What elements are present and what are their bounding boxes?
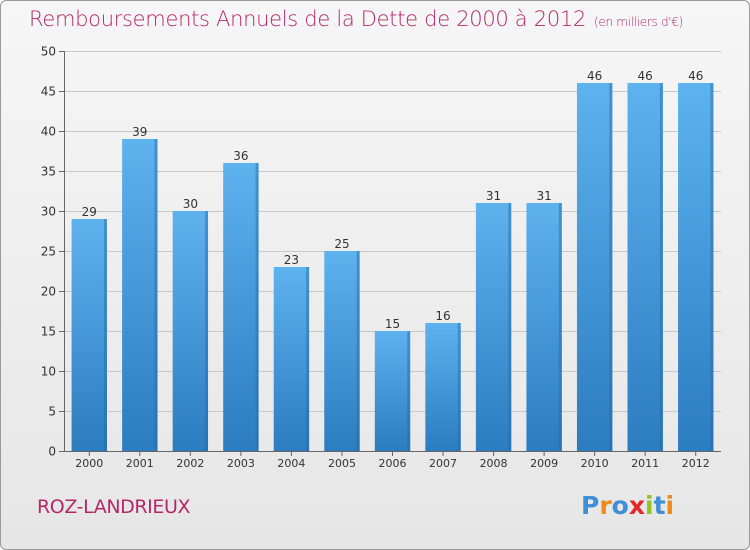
y-tick-label: 10 [41, 365, 56, 379]
bar-value-label: 46 [688, 69, 703, 83]
x-tick-label: 2009 [530, 457, 558, 470]
bar-value-label: 31 [536, 189, 551, 203]
x-tick-label: 2007 [429, 457, 457, 470]
bar [627, 83, 663, 451]
bar-shade [255, 163, 259, 451]
proxiti-logo[interactable]: Proxiti [581, 491, 674, 520]
x-tick-label: 2002 [176, 457, 204, 470]
logo-letter: P [581, 491, 600, 520]
axes [59, 51, 721, 456]
x-tick-label: 2008 [480, 457, 508, 470]
bar-shade [407, 331, 411, 451]
bar-value-label: 15 [385, 317, 400, 331]
bar-shade [103, 219, 107, 451]
bar [71, 219, 107, 451]
bar-shade [609, 83, 613, 451]
x-tick-label: 2010 [581, 457, 609, 470]
logo-letter: i [645, 491, 654, 520]
bar-shade [659, 83, 663, 451]
y-tick-label: 35 [41, 165, 56, 179]
bar-shade [457, 323, 461, 451]
bar-shade [306, 267, 310, 451]
y-tick-label: 45 [41, 85, 56, 99]
chart-unit: (en milliers d'€) [594, 15, 684, 29]
y-tick-label: 40 [41, 125, 56, 139]
bar-value-label: 31 [486, 189, 501, 203]
bar-shade [558, 203, 562, 451]
x-tick-label: 2005 [328, 457, 356, 470]
bar-value-label: 30 [183, 197, 198, 211]
bar-value-label: 25 [334, 237, 349, 251]
bar-shade [205, 211, 209, 451]
y-tick-label: 0 [48, 445, 56, 459]
x-tick-label: 2004 [277, 457, 305, 470]
bar-value-label: 39 [132, 125, 147, 139]
bar [324, 251, 360, 451]
city-name: ROZ-LANDRIEUX [37, 496, 191, 518]
bar [425, 323, 461, 451]
logo-letter: r [599, 491, 612, 520]
logo-letter: i [665, 491, 675, 520]
bar [172, 211, 209, 451]
bar-value-label: 46 [587, 69, 602, 83]
bar-value-label: 29 [82, 205, 97, 219]
bar [374, 331, 411, 451]
x-tick-label: 2011 [631, 457, 659, 470]
bar [678, 83, 714, 451]
chart-title: Remboursements Annuels de la Dette de 20… [29, 7, 683, 31]
bar-shade [356, 251, 360, 451]
y-tick-label: 15 [41, 325, 56, 339]
bar [526, 203, 562, 451]
bar-value-label: 23 [284, 253, 299, 267]
x-tick-label: 2006 [379, 457, 407, 470]
x-tick-label: 2000 [75, 457, 103, 470]
chart-title-text: Remboursements Annuels de la Dette de 20… [29, 7, 586, 31]
y-tick-label: 25 [41, 245, 56, 259]
bar-value-label: 36 [233, 149, 248, 163]
labels: 0 5 10 15 20 25 30 35 40 45 50 29 2000 39 2001 30 2002 36… [41, 45, 710, 471]
bar [273, 267, 310, 451]
bar-value-label: 16 [435, 309, 450, 323]
logo-letter: o [611, 491, 629, 520]
x-tick-label: 2003 [227, 457, 255, 470]
bar-shade [710, 83, 714, 451]
bar [223, 163, 259, 451]
bar [122, 139, 158, 451]
bar-shade [154, 139, 158, 451]
y-tick-label: 50 [41, 45, 56, 59]
y-tick-label: 30 [41, 205, 56, 219]
bar-shade [508, 203, 512, 451]
x-tick-label: 2012 [682, 457, 710, 470]
bar [576, 83, 613, 451]
y-tick-label: 20 [41, 285, 56, 299]
bars [71, 83, 714, 451]
x-tick-label: 2001 [126, 457, 154, 470]
bar [475, 203, 512, 451]
logo-letter: x [628, 491, 645, 520]
bar-value-label: 46 [638, 69, 653, 83]
y-tick-label: 5 [48, 405, 56, 419]
logo-letter: t [653, 491, 666, 520]
